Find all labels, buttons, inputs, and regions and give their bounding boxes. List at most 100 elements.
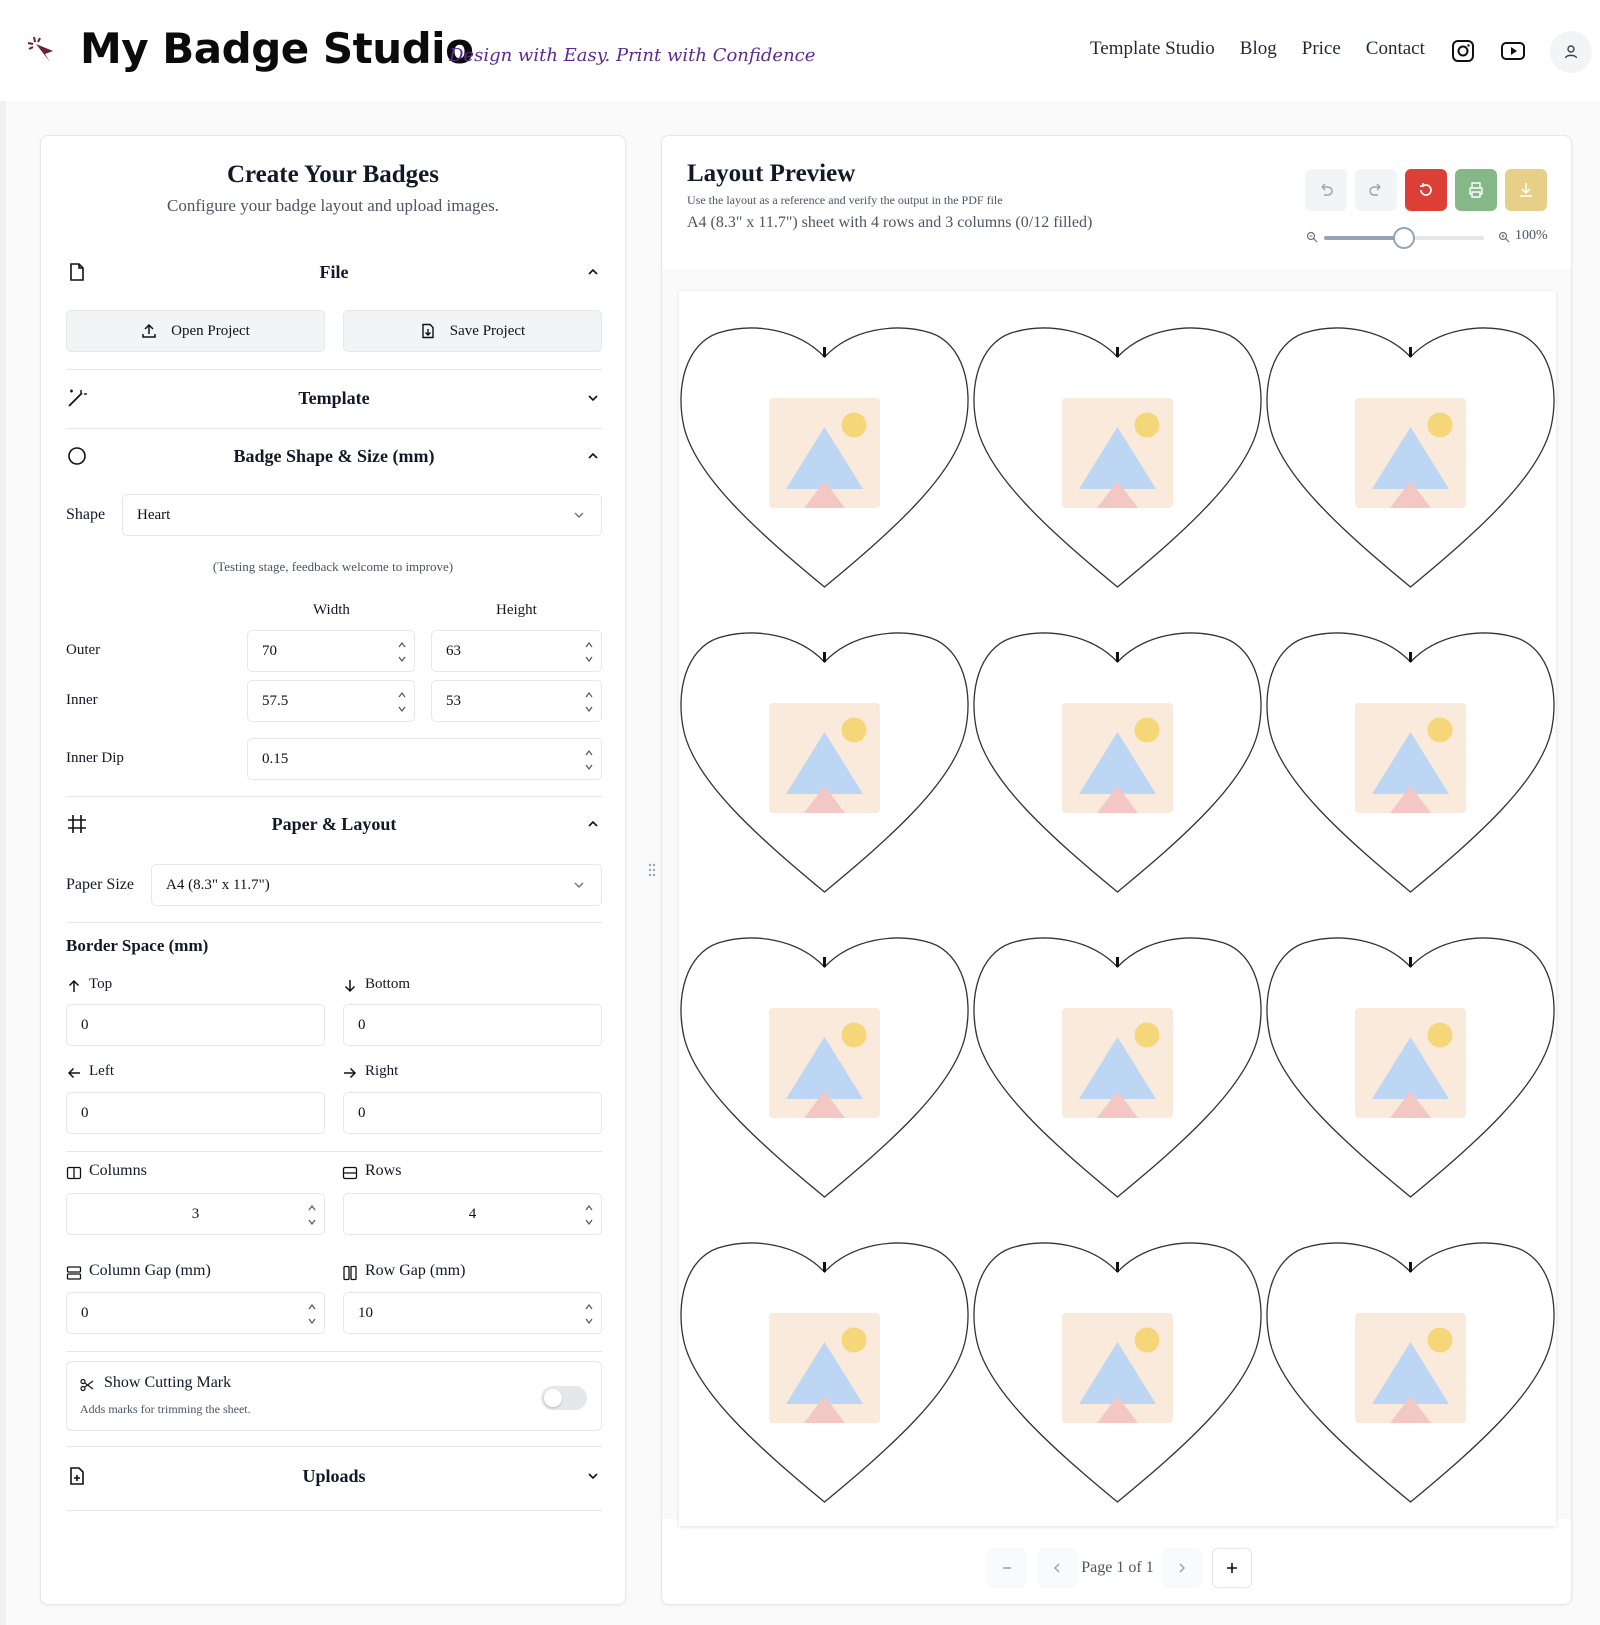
badge-slot[interactable] (1264, 622, 1557, 894)
border-right-input[interactable]: 0 (343, 1092, 602, 1134)
zoom-in-icon[interactable] (1498, 231, 1510, 243)
chevron-up-icon[interactable] (586, 817, 600, 831)
badge-slot[interactable] (1264, 927, 1557, 1199)
next-page-button[interactable] (1162, 1548, 1202, 1588)
rows-icon (342, 1166, 358, 1180)
undo-button[interactable] (1305, 169, 1347, 211)
redo-button[interactable] (1355, 169, 1397, 211)
open-project-button[interactable]: Open Project (66, 310, 325, 352)
section-template-header[interactable]: Template (66, 378, 602, 418)
paper-size-value: A4 (8.3" x 11.7") (166, 876, 270, 893)
stepper-icon[interactable] (585, 1301, 593, 1327)
width-column-header: Width (313, 602, 350, 618)
badge-slot[interactable] (678, 317, 971, 589)
column-gap-input[interactable]: 0 (66, 1292, 325, 1334)
heart-badge-image-placeholder-icon (973, 632, 1262, 893)
section-badge-shape-header[interactable]: Badge Shape & Size (mm) (66, 436, 602, 476)
brand-name[interactable]: My Badge Studio (80, 24, 474, 73)
file-icon (70, 263, 84, 281)
resize-handle-icon[interactable] (647, 862, 657, 878)
download-button[interactable] (1505, 169, 1547, 211)
youtube-icon[interactable] (1500, 38, 1526, 64)
heart-badge-image-placeholder-icon (973, 937, 1262, 1198)
badge-slot[interactable] (971, 927, 1264, 1199)
stepper-icon[interactable] (398, 689, 406, 715)
main-nav: Template Studio Blog Price Contact (1090, 38, 1450, 60)
border-bottom-value: 0 (358, 1016, 366, 1033)
rows-label: Rows (365, 1162, 402, 1179)
border-bottom-input[interactable]: 0 (343, 1004, 602, 1046)
chevron-down-icon[interactable] (586, 391, 600, 405)
outer-height-input[interactable]: 63 (431, 630, 602, 672)
zoom-out-icon[interactable] (1306, 231, 1318, 243)
stepper-icon[interactable] (585, 747, 593, 773)
stepper-icon[interactable] (585, 689, 593, 715)
badge-slot[interactable] (678, 1232, 971, 1504)
chevron-left-icon (1053, 1563, 1060, 1573)
badge-slot[interactable] (971, 622, 1264, 894)
badge-slot[interactable] (971, 1232, 1264, 1504)
column-gap-label: Column Gap (mm) (89, 1262, 211, 1279)
nav-contact[interactable]: Contact (1365, 38, 1425, 59)
rows-value: 4 (468, 1205, 477, 1222)
paper-size-select[interactable]: A4 (8.3" x 11.7") (151, 864, 602, 906)
circle-icon (68, 447, 86, 465)
instagram-icon[interactable] (1450, 38, 1476, 64)
badge-slot[interactable] (678, 622, 971, 894)
undo-icon (1321, 183, 1333, 196)
magic-wand-icon (68, 389, 87, 407)
save-project-button[interactable]: Save Project (343, 310, 602, 352)
stepper-icon[interactable] (585, 639, 593, 665)
shape-testing-note: (Testing stage, feedback welcome to impr… (212, 559, 454, 574)
badge-slot[interactable] (971, 317, 1264, 589)
inner-dip-input[interactable]: 0.15 (247, 738, 602, 780)
border-left-input[interactable]: 0 (66, 1092, 325, 1134)
badge-slot[interactable] (1264, 1232, 1557, 1504)
stepper-icon[interactable] (585, 1202, 593, 1228)
minus-icon (1003, 1567, 1011, 1569)
zoom-slider[interactable] (1324, 227, 1484, 249)
paper-sheet (679, 291, 1556, 1526)
inner-height-input[interactable]: 53 (431, 680, 602, 722)
column-gap-value: 0 (81, 1304, 89, 1321)
upload-icon (142, 323, 156, 338)
section-badge-shape-title: Badge Shape & Size (mm) (233, 445, 435, 466)
zoom-slider-thumb[interactable] (1393, 227, 1415, 249)
reset-button[interactable] (1405, 169, 1447, 211)
open-project-label: Open Project (171, 322, 250, 339)
section-file-header[interactable]: File (66, 252, 602, 292)
stepper-icon[interactable] (308, 1301, 316, 1327)
badge-slot[interactable] (1264, 317, 1557, 589)
section-uploads-header[interactable]: Uploads (66, 1456, 602, 1496)
heart-badge-image-placeholder-icon (680, 632, 969, 893)
badge-slot[interactable] (678, 927, 971, 1199)
cutting-mark-toggle[interactable] (541, 1386, 587, 1410)
preview-summary: A4 (8.3" x 11.7") sheet with 4 rows and … (687, 214, 1093, 231)
chevron-down-icon[interactable] (586, 1469, 600, 1483)
user-avatar[interactable] (1550, 31, 1592, 73)
stepper-icon[interactable] (308, 1202, 316, 1228)
columns-input[interactable]: 3 (66, 1193, 325, 1235)
section-paper-layout-header[interactable]: Paper & Layout (66, 804, 602, 844)
nav-price[interactable]: Price (1301, 38, 1341, 59)
preview-hint: Use the layout as a reference and verify… (687, 193, 1003, 207)
rows-input[interactable]: 4 (343, 1193, 602, 1235)
arrow-up-icon (68, 979, 80, 992)
inner-width-input[interactable]: 57.5 (247, 680, 415, 722)
nav-blog[interactable]: Blog (1239, 38, 1277, 59)
chevron-up-icon[interactable] (586, 449, 600, 463)
remove-page-button[interactable] (987, 1548, 1027, 1588)
border-top-input[interactable]: 0 (66, 1004, 325, 1046)
shape-select[interactable]: Heart (122, 494, 602, 536)
shape-value: Heart (137, 506, 171, 523)
previous-page-button[interactable] (1037, 1548, 1077, 1588)
download-icon (1520, 183, 1532, 197)
inner-height-value: 53 (446, 692, 461, 709)
add-page-button[interactable] (1212, 1548, 1252, 1588)
print-button[interactable] (1455, 169, 1497, 211)
outer-width-input[interactable]: 70 (247, 630, 415, 672)
chevron-up-icon[interactable] (586, 265, 600, 279)
row-gap-input[interactable]: 10 (343, 1292, 602, 1334)
nav-template-studio[interactable]: Template Studio (1090, 38, 1215, 59)
stepper-icon[interactable] (398, 639, 406, 665)
